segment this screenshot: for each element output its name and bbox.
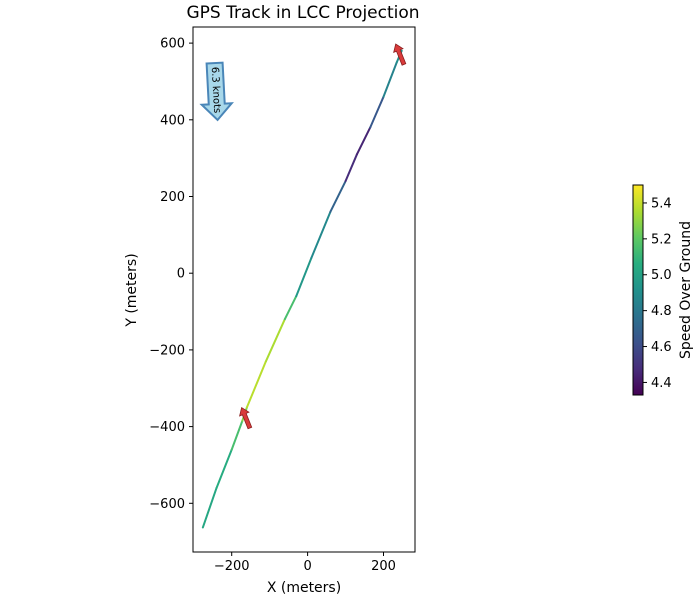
colorbar-tick-label: 5.4 [651,196,672,211]
wind-arrow-shape [199,61,234,122]
direction-arrow-shape [393,43,407,66]
colorbar-tick-label: 5.2 [651,232,672,247]
y-tick-label: −400 [149,420,185,435]
track-segment [295,256,313,298]
y-tick-label: −600 [149,497,185,512]
track-segment [310,210,332,259]
y-axis-label: Y (meters) [124,253,140,327]
track-segment [283,295,298,321]
wind-arrow-label: 6.3 knots [209,67,222,114]
chart-title: GPS Track in LCC Projection [186,3,419,23]
track-segment [382,61,398,98]
colorbar-ticks: 4.4 4.6 4.8 5.0 5.2 5.4 [643,196,672,391]
colorbar-tick-label: 4.6 [651,340,672,355]
y-tick-label: 600 [160,37,185,52]
direction-arrow [393,43,407,66]
track-segment [344,153,358,183]
track-segment [369,95,385,129]
track-segment [230,419,244,451]
direction-arrow-shape [239,406,253,430]
plot-frame [192,26,416,553]
marker-layer [239,43,407,430]
track-layer [201,49,403,529]
colorbar-tick-label: 4.8 [651,304,672,319]
y-axis: −600 −400 −200 0 200 400 600 [149,37,193,512]
y-tick-label: 0 [177,267,185,282]
y-tick-label: −200 [149,343,185,358]
direction-arrow [239,406,253,430]
x-tick-label: 0 [303,559,311,574]
y-tick-label: 400 [160,113,185,128]
track-segment [215,448,233,489]
track-segment [329,180,347,213]
track-segment [264,318,286,363]
colorbar-gradient [632,184,644,396]
x-axis-label: X (meters) [267,580,341,596]
colorbar: 4.4 4.6 4.8 5.0 5.2 5.4 Speed Over Ground [632,184,694,396]
y-tick-label: 200 [160,190,185,205]
x-tick-label: 200 [371,559,396,574]
track-segment [355,126,372,156]
x-tick-label: −200 [214,559,250,574]
wind-arrow: 6.3 knots [199,61,234,122]
x-axis: −200 0 200 [214,552,396,574]
colorbar-tick-label: 4.4 [651,376,672,391]
track-segment [201,486,218,529]
colorbar-tick-label: 5.0 [651,268,672,283]
track-segment [245,360,267,409]
colorbar-label: Speed Over Ground [678,221,694,359]
